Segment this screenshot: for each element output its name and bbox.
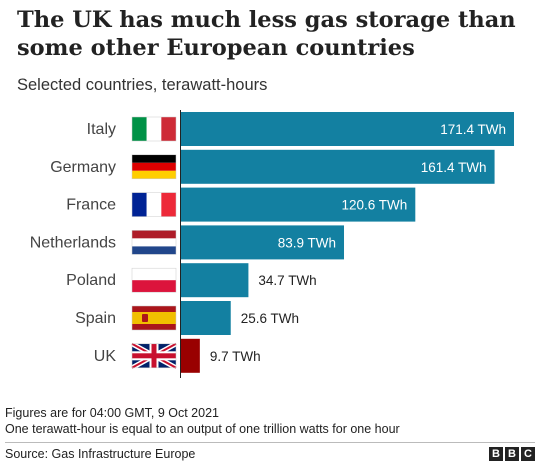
france-flag [131,192,177,217]
value-label: 83.9 TWh [278,235,336,250]
chart-subtitle: Selected countries, terawatt-hours [17,76,268,94]
bar [181,338,200,373]
category-label: Spain [75,310,116,327]
category-label: Italy [87,121,116,138]
bar [181,225,345,260]
flags-layer [130,116,178,370]
germany-flag [131,154,177,180]
bar [181,301,231,335]
category-label: UK [94,348,117,365]
value-label: 25.6 TWh [241,311,299,326]
footer-divider [5,442,535,443]
value-label: 171.4 TWh [440,122,506,137]
source-note: Source: Gas Infrastructure Europe [5,447,196,461]
spain-flag [131,305,177,331]
bar-chart: Italy 171.4 TWh Germany 161.4 TWh France 120.… [30,110,514,378]
bars-layer [181,112,514,373]
uk-flag [130,341,178,370]
note-definition: One terawatt-hour is equal to an output … [5,422,400,436]
bbc-logo-letter: B [489,447,503,461]
value-label: 34.7 TWh [258,273,316,288]
category-label: France [66,197,116,214]
category-label: Poland [66,272,116,289]
value-label: 9.7 TWh [210,349,261,364]
category-label: Netherlands [30,234,116,251]
chart-title: The UK has much less gas storage than so… [17,7,516,61]
chart-notes: Figures are for 04:00 GMT, 9 Oct 2021 On… [5,405,400,437]
bar [181,187,416,222]
category-label: Germany [50,159,116,176]
bbc-logo: B B C [489,447,535,461]
italy-flag [131,116,177,142]
bbc-logo-letter: C [521,447,535,461]
bbc-logo-letter: B [505,447,519,461]
bar [181,149,495,184]
labels-layer: Italy 171.4 TWh Germany 161.4 TWh France 120.… [30,121,506,365]
poland-flag [131,267,177,293]
value-label: 161.4 TWh [421,160,487,175]
netherlands-flag [131,230,177,255]
bar [181,112,514,146]
bar [181,263,249,298]
note-timestamp: Figures are for 04:00 GMT, 9 Oct 2021 [5,406,219,420]
value-label: 120.6 TWh [342,198,408,213]
